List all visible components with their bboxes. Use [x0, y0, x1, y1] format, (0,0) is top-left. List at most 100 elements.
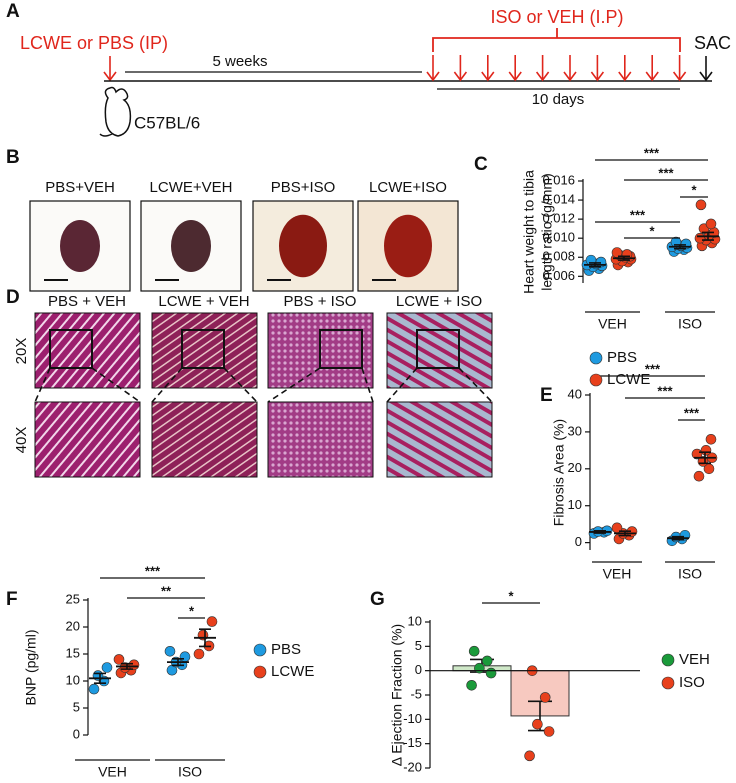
magnification-label: 40X — [13, 427, 30, 454]
y-axis-label: Heart weight to tibia — [521, 170, 537, 294]
significance-label: *** — [658, 165, 674, 180]
zoom-lines — [151, 367, 258, 403]
data-point — [532, 718, 543, 730]
legend-marker — [661, 653, 675, 667]
error-bar — [172, 658, 184, 667]
data-point — [695, 199, 707, 211]
micrograph-40x — [151, 401, 258, 478]
zoom-box — [181, 329, 225, 369]
end-label: SAC — [694, 33, 731, 53]
y-tick-label: 0 — [575, 534, 582, 549]
zoom-lines — [34, 367, 141, 403]
injection-arrow-head — [426, 71, 440, 82]
photo-label: PBS+VEH — [45, 179, 115, 196]
legend-label: PBS — [607, 349, 637, 366]
panel-label: A — [6, 1, 20, 22]
histology-label: PBS + VEH — [48, 293, 126, 310]
data-point — [466, 679, 477, 691]
y-tick-label: 30 — [568, 423, 582, 438]
y-tick-label: -15 — [403, 735, 422, 750]
sac-arrow-head — [699, 71, 713, 82]
histology-label: LCWE + VEH — [158, 293, 249, 310]
error-bar — [699, 451, 711, 465]
micrograph-40x — [267, 401, 374, 478]
injection-arrow-head — [590, 71, 605, 82]
strain-label: C57BL/6 — [134, 113, 200, 132]
error-bar — [619, 530, 631, 537]
error-bar — [121, 662, 133, 670]
legend-marker — [253, 665, 267, 679]
significance-label: *** — [630, 207, 646, 222]
y-tick-label: 10 — [66, 672, 80, 687]
y-axis-label: BNP (pg/ml) — [23, 630, 39, 706]
data-point — [206, 616, 218, 627]
data-point — [179, 651, 191, 663]
injection-arrow-head — [481, 71, 495, 82]
y-tick-label: 20 — [568, 460, 582, 475]
y-axis-label: length ratio (g/mm) — [539, 173, 555, 290]
y-tick-label: 5 — [73, 699, 80, 714]
y-tick-label: 20 — [66, 618, 80, 633]
y-axis-label: Fibrosis Area (%) — [551, 419, 567, 526]
data-point — [88, 683, 100, 695]
interval-label: 5 weeks — [212, 53, 267, 70]
significance-label: *** — [684, 405, 700, 420]
zoom-box — [319, 329, 363, 369]
mouse-icon — [99, 86, 132, 137]
timeline-label: LCWE or PBS (IP) — [20, 33, 168, 53]
data-point — [543, 726, 555, 737]
group-label: ISO — [178, 764, 202, 780]
zoom-box — [416, 329, 460, 369]
data-point — [113, 654, 125, 665]
photo-label: PBS+ISO — [271, 179, 336, 196]
data-point — [474, 662, 485, 674]
error-bar — [674, 244, 686, 250]
injection-arrow-head — [645, 71, 659, 82]
histology-label: LCWE + ISO — [396, 293, 482, 310]
y-tick-label: -10 — [403, 711, 422, 726]
injection-arrow-head — [453, 71, 468, 82]
heart — [279, 214, 327, 278]
legend-label: VEH — [679, 651, 710, 668]
y-tick-label: 0.012 — [542, 211, 575, 226]
injection-arrow-head — [508, 71, 522, 82]
panel-label: B — [6, 147, 20, 168]
data-point — [693, 470, 705, 482]
y-tick-label: 0 — [73, 726, 80, 741]
error-bar — [618, 255, 630, 261]
data-point — [485, 667, 497, 679]
significance-label: ** — [161, 583, 172, 598]
heart — [60, 220, 100, 272]
y-tick-label: 10 — [408, 613, 422, 628]
data-point — [164, 645, 176, 657]
legend-label: LCWE — [271, 663, 314, 680]
legend-marker — [661, 676, 675, 690]
magnification-label: 20X — [13, 338, 30, 365]
error-bar — [594, 530, 606, 534]
legend-label: LCWE — [607, 371, 650, 388]
y-tick-label: 15 — [66, 645, 80, 660]
significance-label: *** — [657, 383, 673, 398]
legend-marker — [253, 643, 267, 657]
significance-label: * — [508, 588, 514, 603]
injection-arrow-head — [103, 71, 117, 82]
micrograph-40x — [386, 401, 493, 478]
y-tick-label: 25 — [66, 591, 80, 606]
y-tick-label: 0.008 — [542, 249, 575, 264]
data-point — [481, 655, 493, 667]
group-label: ISO — [678, 316, 702, 332]
error-bar — [672, 535, 684, 541]
error-bar — [702, 231, 714, 241]
y-tick-label: 0.006 — [542, 268, 575, 283]
group-label: VEH — [98, 764, 127, 780]
y-axis-label: Δ Ejection Fraction (%) — [389, 624, 405, 766]
y-tick-label: 0.010 — [542, 230, 575, 245]
data-point — [101, 662, 113, 673]
panel-label: C — [474, 154, 488, 175]
group-label: VEH — [598, 316, 627, 332]
injection-bracket — [432, 28, 681, 52]
injection-arrow-head — [563, 71, 577, 82]
group-label: VEH — [603, 566, 632, 582]
y-tick-label: 0.014 — [542, 192, 575, 207]
micrograph-20x — [267, 312, 374, 389]
